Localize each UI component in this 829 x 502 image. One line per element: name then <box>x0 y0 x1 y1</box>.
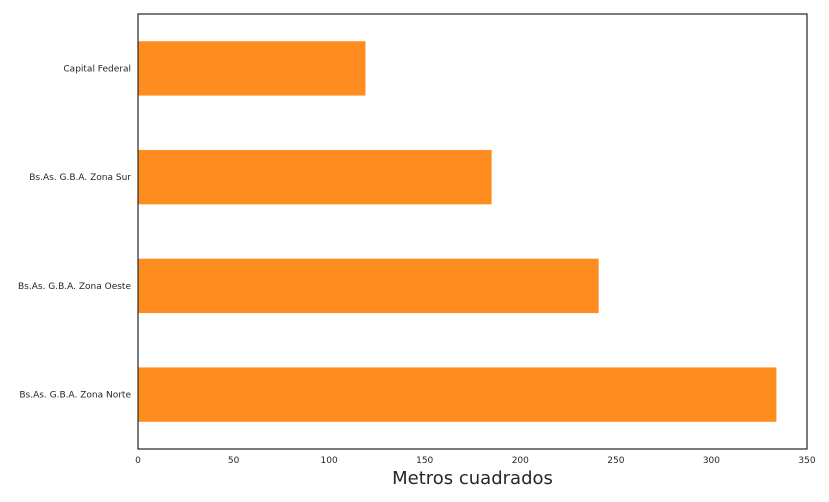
y-tick-label: Capital Federal <box>63 64 131 74</box>
x-tick-label: 350 <box>798 456 815 466</box>
x-tick-label: 250 <box>607 456 624 466</box>
bar <box>138 367 777 422</box>
x-axis-title: Metros cuadrados <box>392 468 553 489</box>
plot-frame <box>137 13 808 450</box>
y-tick-label: Bs.As. G.B.A. Zona Norte <box>19 391 131 401</box>
y-tick-labels: Capital Federal Bs.As. G.B.A. Zona Sur Bs.… <box>18 64 131 400</box>
bars-layer <box>138 41 777 422</box>
y-tick-label: Bs.As. G.B.A. Zona Sur <box>29 173 131 183</box>
x-tick-label: 0 <box>135 456 141 466</box>
bar <box>138 41 366 96</box>
bar <box>138 149 492 205</box>
x-tick-label: 50 <box>228 456 240 466</box>
x-tick-label: 100 <box>321 456 338 466</box>
x-tick-label: 200 <box>512 456 529 466</box>
y-tick-label: Bs.As. G.B.A. Zona Oeste <box>18 282 131 292</box>
x-tick-label: 300 <box>703 456 720 466</box>
x-tick-labels: 0 50 100 150 200 250 300 350 <box>135 456 816 466</box>
bar <box>138 258 599 314</box>
x-tick-label: 150 <box>416 456 433 466</box>
